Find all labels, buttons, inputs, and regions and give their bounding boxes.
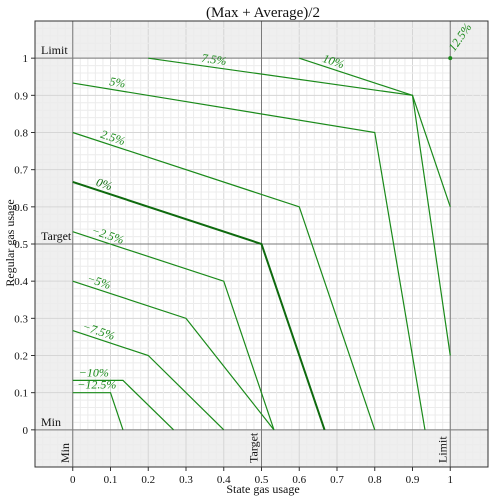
x-tick-label: 0.9 [406, 474, 420, 486]
x-tick-label: 0.4 [217, 474, 231, 486]
contour-lines [72, 56, 453, 431]
y-axis-title: Regular gas usage [3, 199, 17, 286]
contour-label: 7.5% [201, 51, 228, 68]
x-tick-label: 0.6 [292, 474, 306, 486]
x-tick-label: 0 [70, 474, 76, 486]
contour-label: 10% [321, 51, 346, 71]
x-tick-label: 1 [448, 474, 454, 486]
contour-label: 5% [109, 74, 127, 90]
contour-point [448, 56, 453, 61]
y-tick-label: 0.2 [14, 351, 28, 363]
x-tick-label: 0.1 [104, 474, 118, 486]
contour-line [72, 392, 124, 431]
contour-line [72, 131, 376, 431]
x-tick-label: 0.3 [179, 474, 193, 486]
ref-label-y: Target [41, 229, 72, 243]
contour-line [72, 82, 426, 430]
y-tick-label: 0 [23, 425, 29, 437]
contour-line [299, 57, 451, 208]
x-tick-label: 0.2 [141, 474, 155, 486]
y-tick-label: 0.7 [14, 165, 28, 177]
x-tick-label: 0.7 [330, 474, 344, 486]
y-tick-label: 0.8 [14, 128, 28, 140]
y-tick-label: 0.5 [14, 239, 28, 251]
contour-line [72, 379, 174, 431]
contour-line [72, 231, 275, 431]
contour-label: 0% [94, 175, 114, 193]
x-tick-label: 0.5 [255, 474, 269, 486]
y-tick-label: 1 [23, 53, 29, 65]
ref-label-x: Target [247, 432, 261, 463]
x-axis-title: State gas usage [226, 482, 299, 496]
y-tick-label: 0.4 [14, 276, 28, 288]
contour-line [72, 180, 326, 431]
ref-label-y: Limit [41, 43, 68, 57]
ref-label-x: Min [58, 443, 72, 463]
ref-label-x: Limit [435, 436, 449, 463]
contour-label: −10% [79, 365, 109, 379]
contour-label: −12.5% [77, 378, 116, 392]
y-tick-label: 0.9 [14, 90, 28, 102]
chart-title: (Max + Average)/2 [206, 5, 320, 21]
x-tick-label: 0.8 [368, 474, 382, 486]
axis-ticks: 0 0.1 0.2 0.3 0.4 0.5 0.6 0.7 0.8 0.9 1 0 0.1 0.2 0.3 0… [14, 53, 453, 486]
y-tick-label: 0.1 [14, 388, 28, 400]
contour-line [72, 330, 225, 431]
y-tick-label: 0.3 [14, 313, 28, 325]
ref-label-y: Min [41, 415, 61, 429]
y-tick-label: 0.6 [14, 202, 28, 214]
contour-line [72, 280, 275, 431]
